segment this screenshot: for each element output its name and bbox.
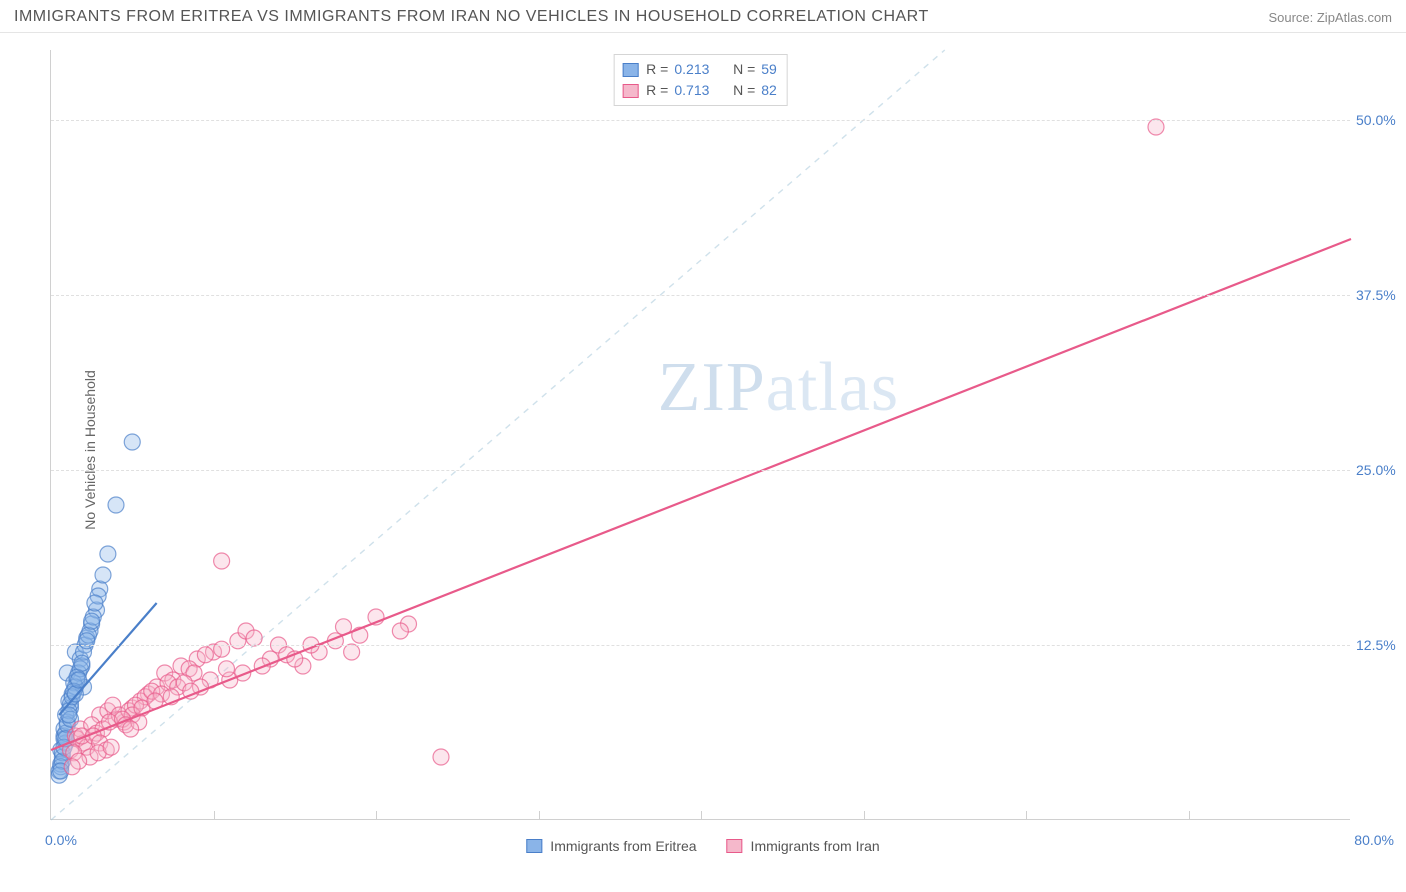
stat-n-label: N =	[733, 80, 755, 101]
data-point-iran	[219, 661, 235, 677]
plot-area: ZIPatlas R = 0.213 N = 59R = 0.713 N = 8…	[50, 50, 1350, 820]
data-point-eritrea	[108, 497, 124, 513]
data-point-eritrea	[74, 655, 90, 671]
legend-label: Immigrants from Iran	[751, 838, 880, 854]
legend-swatch-eritrea-icon	[526, 839, 542, 853]
x-minor-tick	[539, 811, 540, 819]
data-point-eritrea	[95, 567, 111, 583]
chart-title: IMMIGRANTS FROM ERITREA VS IMMIGRANTS FR…	[14, 8, 929, 26]
x-minor-tick	[1026, 811, 1027, 819]
x-minor-tick	[701, 811, 702, 819]
gridline-h	[51, 120, 1350, 121]
x-minor-tick	[214, 811, 215, 819]
data-point-eritrea	[87, 595, 103, 611]
source-label: Source: ZipAtlas.com	[1268, 10, 1392, 25]
legend-item-iran: Immigrants from Iran	[727, 838, 880, 854]
stats-box: R = 0.213 N = 59R = 0.713 N = 82	[613, 54, 788, 106]
x-minor-tick	[376, 811, 377, 819]
data-point-iran	[246, 630, 262, 646]
bottom-legend: Immigrants from Eritrea Immigrants from I…	[526, 838, 879, 854]
scatter-svg	[51, 50, 1350, 819]
data-point-iran	[64, 759, 80, 775]
stat-r-label: R =	[646, 59, 668, 80]
chart-container: No Vehicles in Household ZIPatlas R = 0.…	[0, 40, 1406, 860]
y-tick-label: 37.5%	[1356, 287, 1406, 303]
swatch-eritrea-icon	[622, 63, 638, 77]
data-point-eritrea	[100, 546, 116, 562]
y-tick-label: 25.0%	[1356, 462, 1406, 478]
data-point-iran	[123, 721, 139, 737]
data-point-iran	[197, 647, 213, 663]
stat-n-label: N =	[733, 59, 755, 80]
x-minor-tick	[1189, 811, 1190, 819]
gridline-h	[51, 645, 1350, 646]
legend-item-eritrea: Immigrants from Eritrea	[526, 838, 696, 854]
x-minor-tick	[864, 811, 865, 819]
trend-line-iran	[51, 239, 1351, 750]
swatch-iran-icon	[622, 84, 638, 98]
data-point-iran	[214, 553, 230, 569]
y-tick-label: 50.0%	[1356, 112, 1406, 128]
stat-r-value: 0.713	[674, 80, 709, 101]
data-point-iran	[433, 749, 449, 765]
chart-header: IMMIGRANTS FROM ERITREA VS IMMIGRANTS FR…	[0, 0, 1406, 33]
data-point-eritrea	[124, 434, 140, 450]
data-point-eritrea	[84, 613, 100, 629]
data-point-eritrea	[79, 633, 95, 649]
stat-r-label: R =	[646, 80, 668, 101]
x-tick-end: 80.0%	[1354, 832, 1394, 848]
stat-r-value: 0.213	[674, 59, 709, 80]
data-point-iran	[103, 739, 119, 755]
stats-row-eritrea: R = 0.213 N = 59	[622, 59, 777, 80]
legend-swatch-iran-icon	[727, 839, 743, 853]
gridline-h	[51, 295, 1350, 296]
x-tick-start: 0.0%	[45, 832, 77, 848]
stat-n-value: 82	[761, 80, 777, 101]
gridline-h	[51, 470, 1350, 471]
data-point-iran	[392, 623, 408, 639]
data-point-iran	[214, 641, 230, 657]
data-point-iran	[1148, 119, 1164, 135]
stat-n-value: 59	[761, 59, 777, 80]
data-point-iran	[344, 644, 360, 660]
stats-row-iran: R = 0.713 N = 82	[622, 80, 777, 101]
y-tick-label: 12.5%	[1356, 637, 1406, 653]
legend-label: Immigrants from Eritrea	[550, 838, 696, 854]
diagonal-reference-line	[51, 50, 945, 820]
